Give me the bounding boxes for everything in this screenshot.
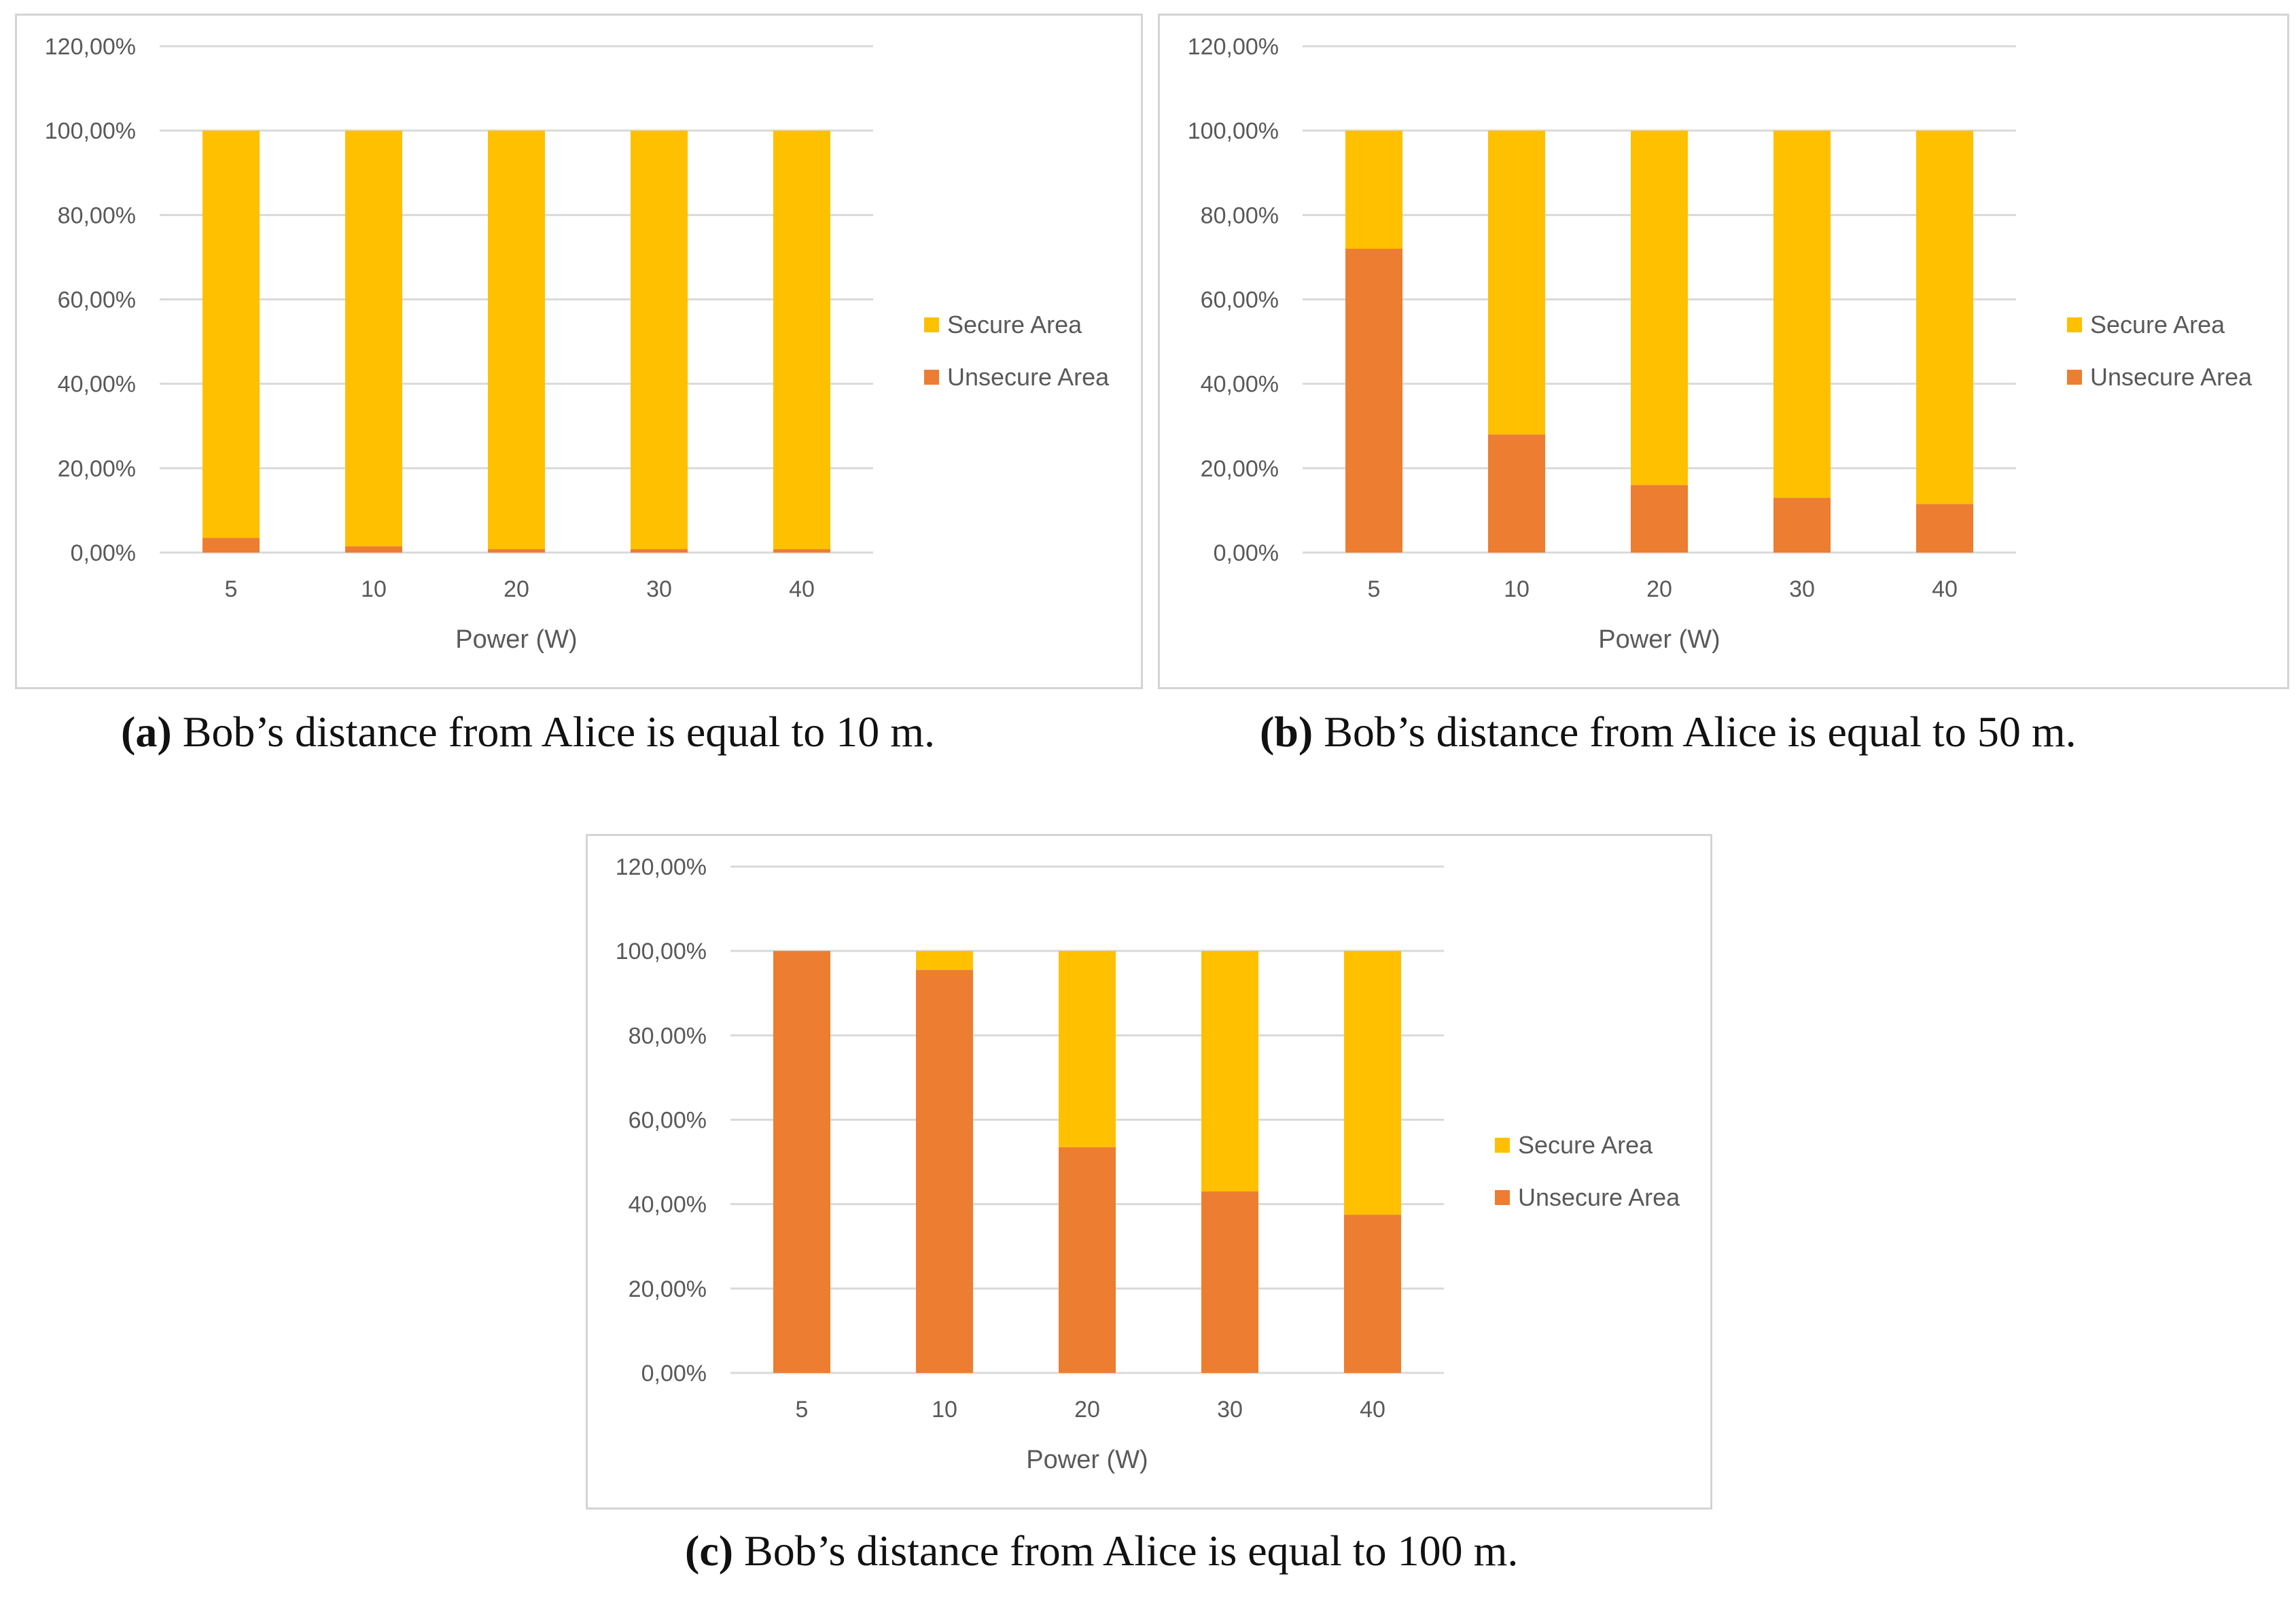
caption-text-c: Bob’s distance from Alice is equal to 10… [733,1527,1519,1575]
y-tick-label-b-4: 80,00% [1201,203,1279,228]
x-tick-label-a-40: 40 [789,576,815,602]
y-tick-label-a-6: 120,00% [45,34,136,60]
caption-a: (a) Bob’s distance from Alice is equal t… [121,707,935,757]
bar-unsecure-c-5 [773,951,830,1373]
chart-frame-c: 0,00% 20,00% 40,00% 60,00% 80,00% 100,00% 120,… [586,834,1712,1510]
bar-unsecure-b-30 [1773,498,1831,553]
x-axis-title-b: Power (W) [1598,625,1720,654]
bar-unsecure-b-40 [1916,504,1973,553]
x-tick-label-c-30: 30 [1217,1397,1243,1423]
bar-secure-b-10 [1488,130,1545,435]
y-tick-label-b-6: 120,00% [1188,34,1279,60]
y-tick-label-b-1: 20,00% [1201,456,1279,482]
bar-unsecure-b-10 [1488,434,1545,553]
bar-secure-a-40 [773,130,830,550]
legend-label-a-0: Secure Area [947,311,1082,338]
y-tick-label-c-1: 20,00% [629,1276,707,1302]
bar-unsecure-a-40 [773,549,830,553]
bar-unsecure-b-20 [1631,485,1688,553]
x-tick-label-c-5: 5 [796,1397,809,1423]
y-tick-label-b-0: 0,00% [1214,540,1279,566]
legend-swatch-b-0 [2067,317,2082,332]
y-tick-label-b-3: 60,00% [1201,287,1279,313]
x-axis-title-c: Power (W) [1026,1446,1148,1474]
caption-text-a: Bob’s distance from Alice is equal to 10… [171,708,935,756]
bar-unsecure-a-20 [488,549,545,553]
bar-unsecure-b-5 [1345,249,1402,553]
x-tick-label-a-20: 20 [504,576,529,602]
stacked-bar-chart-a: 0,00% 20,00% 40,00% 60,00% 80,00% 100,00% 120,… [45,34,1110,654]
y-tick-label-b-2: 40,00% [1201,372,1279,398]
x-axis-title-a: Power (W) [455,625,577,654]
x-tick-label-a-10: 10 [361,576,387,602]
bar-unsecure-c-40 [1344,1215,1401,1373]
y-tick-label-c-4: 80,00% [629,1023,707,1049]
legend-swatch-a-1 [924,370,939,385]
legend-label-c-1: Unsecure Area [1518,1183,1680,1211]
y-tick-label-a-1: 20,00% [58,456,136,482]
chart-frame-b: 0,00% 20,00% 40,00% 60,00% 80,00% 100,00% 120,… [1158,14,2289,689]
bar-unsecure-a-10 [345,546,402,553]
x-tick-label-b-10: 10 [1504,576,1530,602]
x-tick-label-b-30: 30 [1789,576,1815,602]
bar-unsecure-c-20 [1059,1147,1116,1373]
y-tick-label-b-5: 100,00% [1188,118,1279,144]
caption-text-b: Bob’s distance from Alice is equal to 50… [1313,708,2077,756]
bar-unsecure-a-5 [202,538,260,553]
y-tick-label-a-5: 100,00% [45,118,136,144]
bar-unsecure-a-30 [631,549,688,553]
y-tick-label-c-3: 60,00% [629,1108,707,1134]
legend-label-a-1: Unsecure Area [947,363,1110,391]
y-tick-label-c-5: 100,00% [616,939,707,964]
bar-secure-a-10 [345,130,402,546]
y-tick-label-a-2: 40,00% [58,372,136,398]
x-tick-label-c-10: 10 [932,1397,957,1423]
bar-unsecure-c-30 [1201,1191,1258,1373]
chart-panel-c: 0,00% 20,00% 40,00% 60,00% 80,00% 100,00% 120,… [571,819,1726,1604]
chart-frame-a: 0,00% 20,00% 40,00% 60,00% 80,00% 100,00% 120,… [15,14,1143,689]
bar-secure-c-10 [916,951,973,971]
legend-label-c-0: Secure Area [1518,1131,1653,1159]
legend-swatch-b-1 [2067,370,2082,385]
x-tick-label-c-40: 40 [1360,1397,1385,1423]
legend-label-b-1: Unsecure Area [2090,363,2253,391]
bar-secure-b-40 [1916,130,1973,504]
y-tick-label-a-3: 60,00% [58,287,136,313]
x-tick-label-b-5: 5 [1368,576,1381,602]
y-tick-label-a-0: 0,00% [71,540,136,566]
bar-secure-a-5 [202,130,260,538]
y-tick-label-c-2: 40,00% [629,1192,707,1218]
bar-secure-b-30 [1773,130,1831,498]
caption-tag-b: (b) [1260,708,1313,756]
x-tick-label-c-20: 20 [1074,1397,1100,1423]
x-tick-label-b-40: 40 [1932,576,1958,602]
bar-secure-a-20 [488,130,545,550]
caption-tag-c: (c) [685,1527,734,1575]
stacked-bar-chart-c: 0,00% 20,00% 40,00% 60,00% 80,00% 100,00% 120,… [616,854,1680,1474]
bar-secure-c-40 [1344,951,1401,1215]
legend-swatch-a-0 [924,317,939,332]
stacked-bar-chart-b: 0,00% 20,00% 40,00% 60,00% 80,00% 100,00% 120,… [1188,34,2253,654]
caption-tag-a: (a) [121,708,172,756]
caption-b: (b) Bob’s distance from Alice is equal t… [1260,707,2077,757]
legend-swatch-c-0 [1495,1138,1510,1153]
bar-secure-c-30 [1201,951,1258,1192]
chart-panel-b: 0,00% 20,00% 40,00% 60,00% 80,00% 100,00% 120,… [1148,0,2296,788]
bar-secure-b-5 [1345,130,1402,249]
bar-secure-a-30 [631,130,688,550]
x-tick-label-b-20: 20 [1646,576,1672,602]
y-tick-label-c-0: 0,00% [641,1361,707,1387]
bar-secure-b-20 [1631,130,1688,485]
x-tick-label-a-5: 5 [225,576,238,602]
chart-panel-a: 0,00% 20,00% 40,00% 60,00% 80,00% 100,00% 120,… [0,0,1148,788]
bar-unsecure-c-10 [916,970,973,1373]
legend-swatch-c-1 [1495,1190,1510,1205]
y-tick-label-c-6: 120,00% [616,854,707,880]
legend-label-b-0: Secure Area [2090,311,2225,338]
caption-c: (c) Bob’s distance from Alice is equal t… [685,1526,1518,1576]
bar-secure-c-20 [1059,951,1116,1147]
y-tick-label-a-4: 80,00% [58,203,136,228]
x-tick-label-a-30: 30 [646,576,672,602]
